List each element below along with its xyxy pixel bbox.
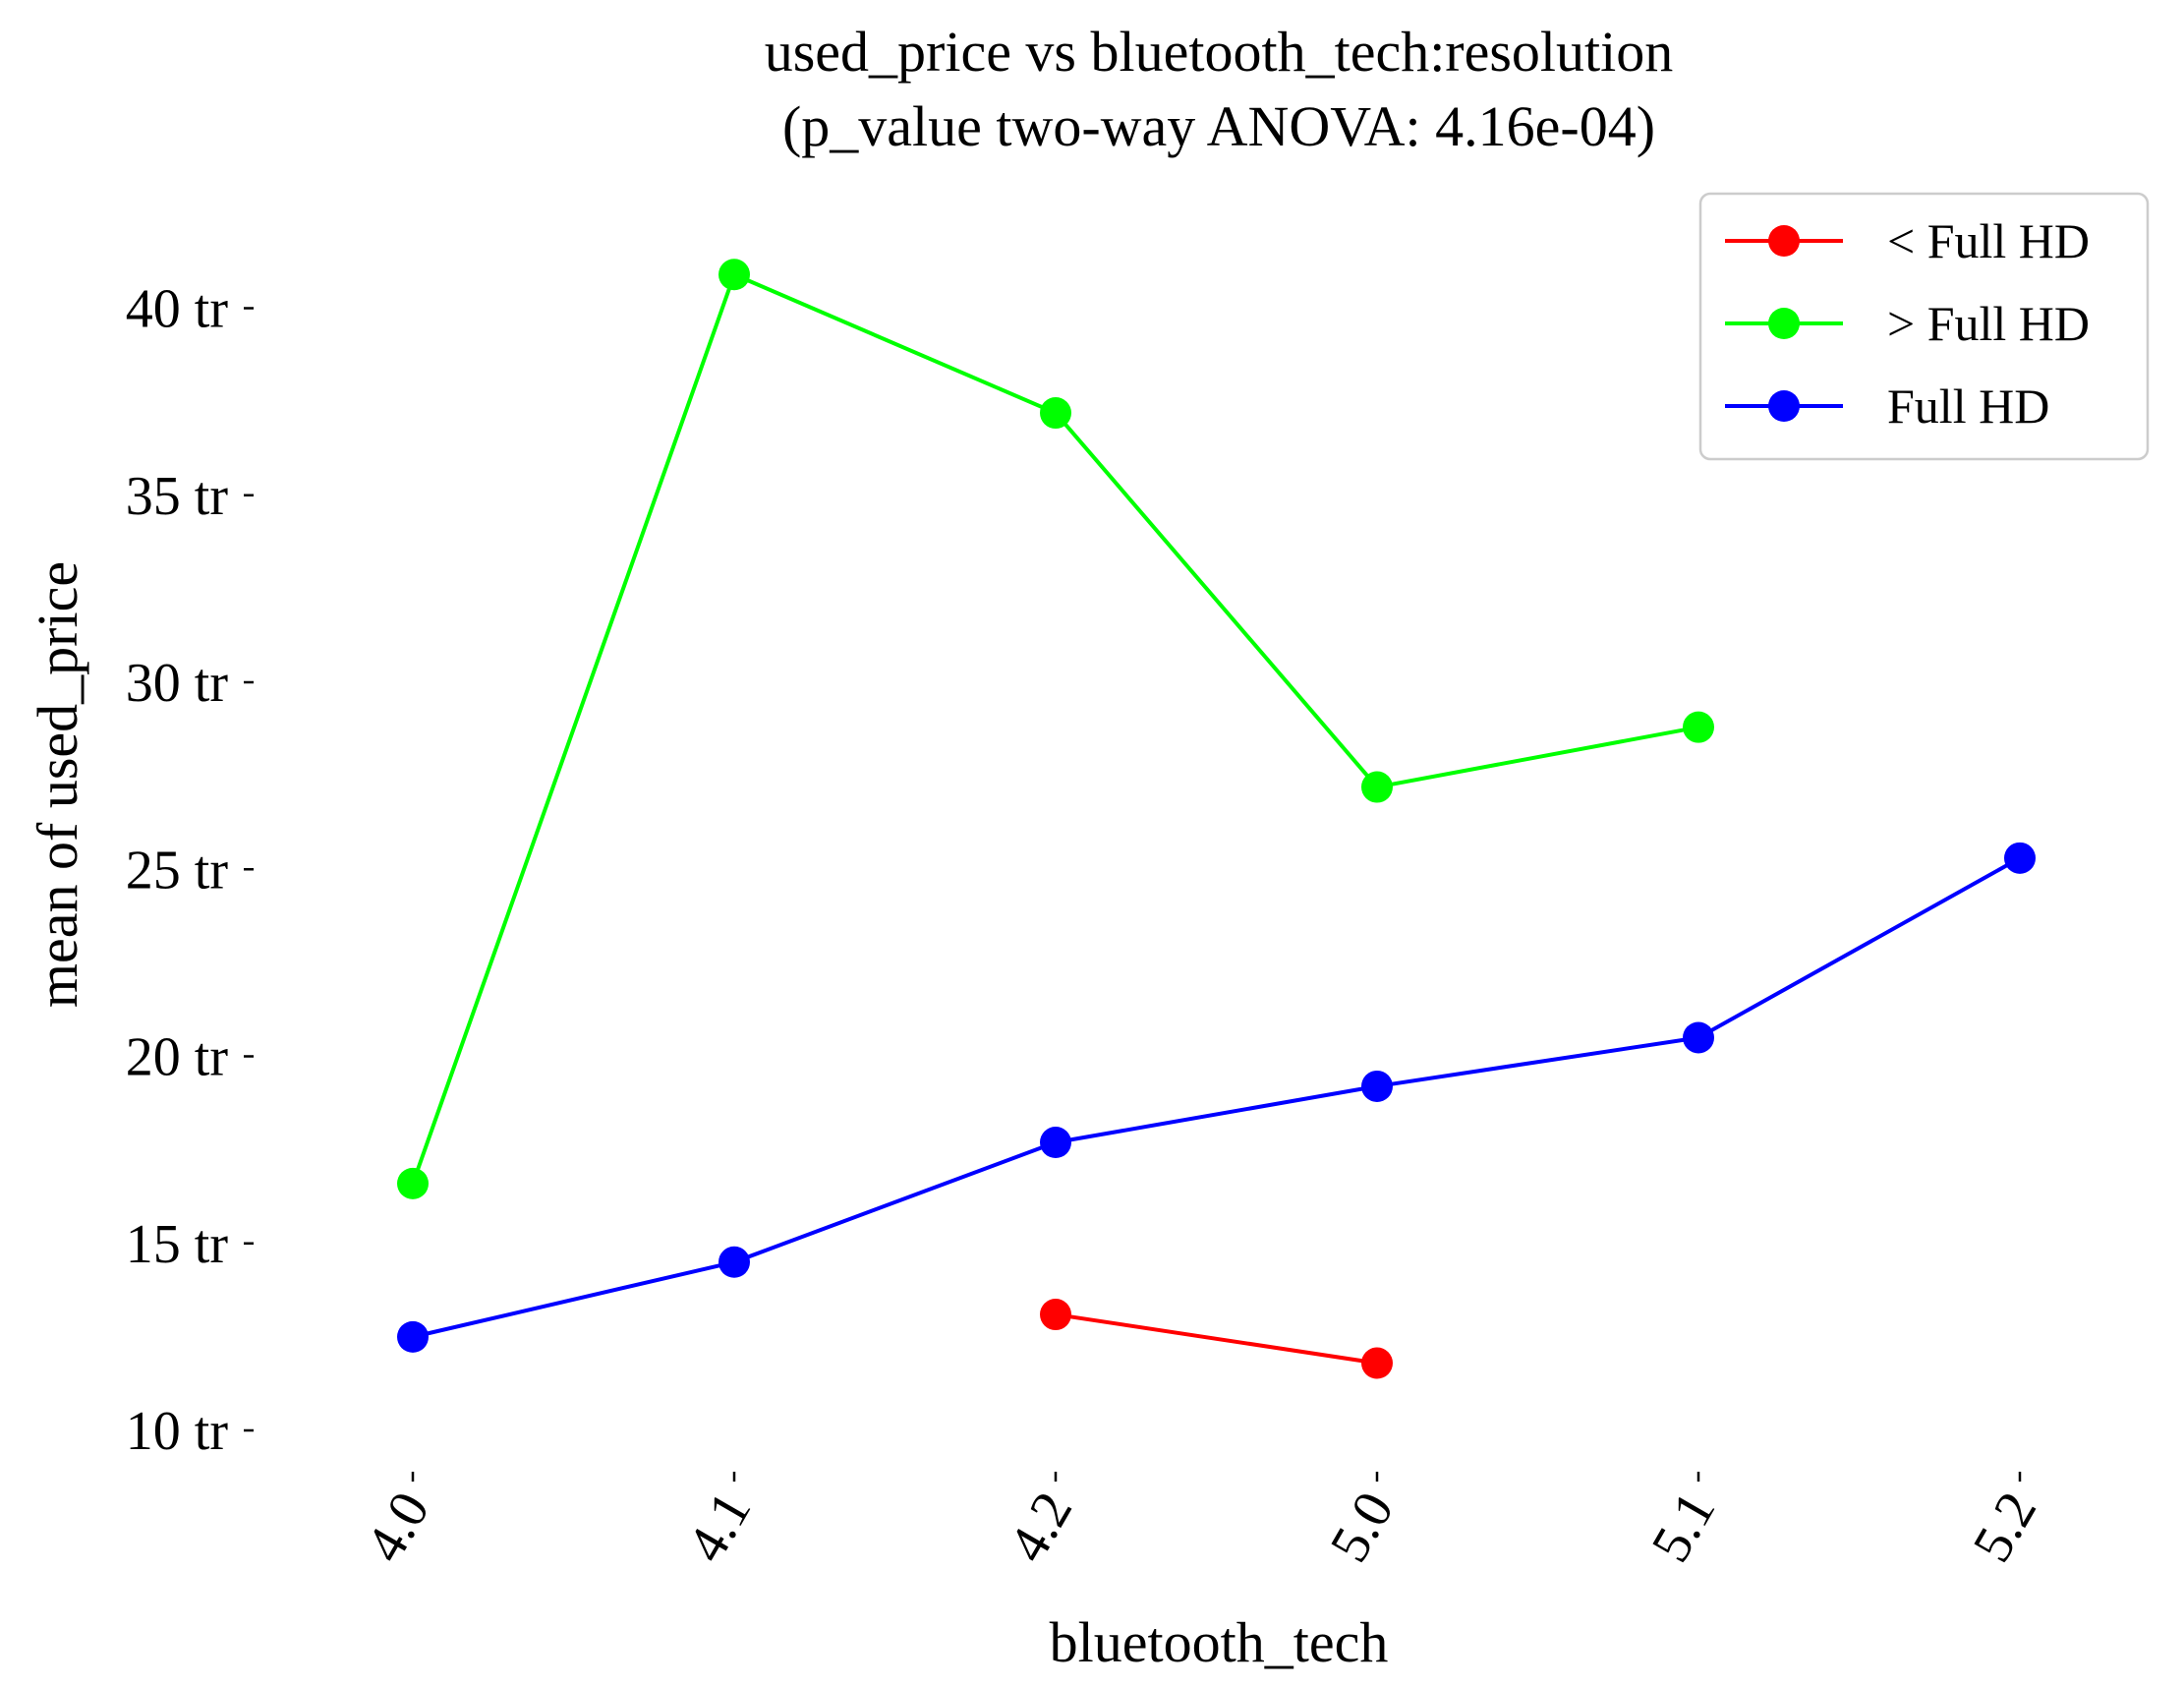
x-tick-label: 4.0 — [355, 1483, 442, 1573]
series-layer — [397, 259, 2036, 1379]
y-tick-label: 10 tr — [126, 1401, 229, 1462]
data-point — [1361, 1347, 1393, 1379]
x-axis: 4.0 4.1 4.2 5.0 5.1 5.2 — [355, 1472, 2049, 1573]
legend: < Full HD > Full HD Full HD — [1698, 192, 2150, 461]
x-tick-label: 5.0 — [1319, 1483, 1407, 1573]
data-point — [718, 1246, 750, 1278]
data-point — [397, 1167, 429, 1199]
x-tick-label: 5.1 — [1640, 1483, 1728, 1573]
data-point — [2004, 842, 2036, 874]
legend-swatch-marker — [1768, 225, 1800, 257]
legend-entry: < Full HD — [1725, 213, 2090, 268]
y-tick-label: 15 tr — [126, 1214, 229, 1275]
data-point — [1361, 771, 1393, 803]
legend-swatch-marker — [1768, 308, 1800, 339]
series-line — [412, 856, 2021, 1339]
chart-title: used_price vs bluetooth_tech:resolution … — [765, 20, 1674, 158]
data-point — [1361, 1070, 1393, 1102]
series-1 — [397, 259, 1714, 1199]
data-point — [718, 259, 750, 291]
y-tick-label: 20 tr — [126, 1027, 229, 1088]
data-point — [1683, 1021, 1714, 1054]
legend-frame — [1698, 192, 2150, 461]
y-tick-label: 40 tr — [126, 279, 229, 340]
legend-swatch-marker — [1768, 390, 1800, 422]
chart-title-line-2: (p_value two-way ANOVA: 4.16e-04) — [782, 94, 1655, 158]
data-point — [1040, 1127, 1071, 1159]
y-axis: 10 tr 15 tr 20 tr 25 tr 30 tr 35 tr 40 tr — [126, 279, 254, 1462]
data-point — [397, 1320, 429, 1353]
y-axis-label: mean of used_price — [26, 561, 89, 1008]
y-tick-label: 35 tr — [126, 466, 229, 527]
y-tick-label: 30 tr — [126, 653, 229, 714]
series-line — [1055, 1312, 1378, 1366]
series-2 — [397, 842, 2036, 1353]
x-tick-label: 5.2 — [1962, 1483, 2049, 1573]
chart-title-line-1: used_price vs bluetooth_tech:resolution — [765, 20, 1674, 84]
legend-label: Full HD — [1887, 378, 2049, 434]
data-point — [1683, 711, 1714, 743]
y-tick-label: 25 tr — [126, 840, 229, 901]
x-tick-label: 4.2 — [998, 1483, 1085, 1573]
x-tick-label: 4.1 — [676, 1483, 764, 1573]
legend-entry: Full HD — [1725, 378, 2049, 434]
legend-label: < Full HD — [1887, 213, 2090, 268]
series-0 — [1040, 1299, 1393, 1379]
x-axis-label: bluetooth_tech — [1050, 1610, 1389, 1674]
data-point — [1040, 397, 1071, 430]
legend-label: > Full HD — [1887, 296, 2090, 351]
legend-entry: > Full HD — [1725, 296, 2090, 351]
data-point — [1040, 1299, 1071, 1331]
